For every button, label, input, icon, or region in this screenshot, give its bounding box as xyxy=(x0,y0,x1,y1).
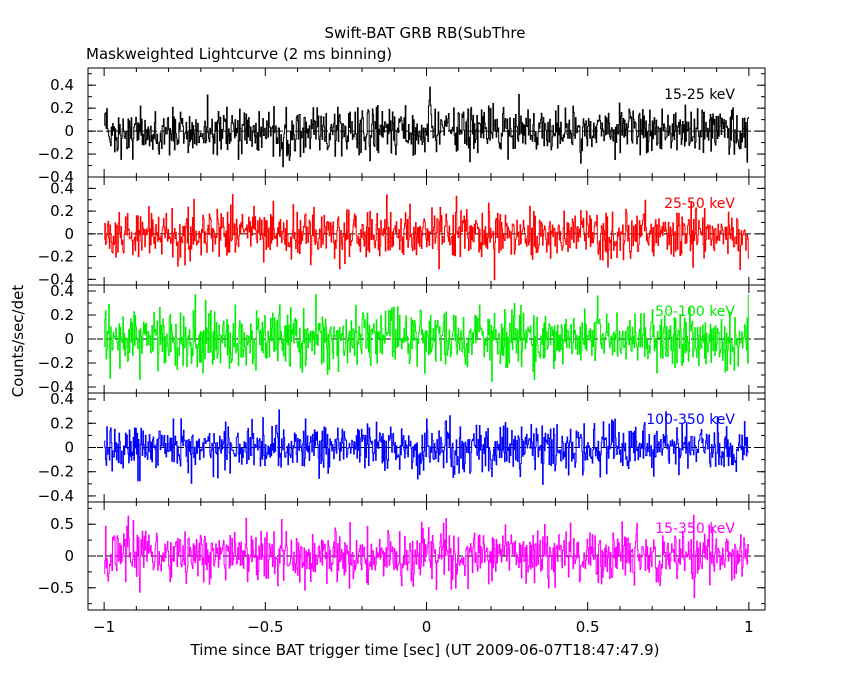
y-tick-label: 0.2 xyxy=(50,99,74,117)
panels-group: −0.4 −0.2 0 0.2 0.4 15-25 keV −0.4 −0.2 0 0.2 0.4 2… xyxy=(38,67,766,611)
y-tick-label: 0.4 xyxy=(50,179,74,197)
y-tick-label: 0.2 xyxy=(50,306,74,324)
lightcurve-series xyxy=(104,409,749,485)
panel-15-25-kev: −0.4 −0.2 0 0.2 0.4 15-25 keV xyxy=(38,67,766,186)
y-tick-label: 0.2 xyxy=(50,414,74,432)
x-tick-label: −0.5 xyxy=(247,618,283,636)
y-tick-label: −0.4 xyxy=(38,487,74,505)
lightcurve-series xyxy=(104,514,749,599)
band-label: 50-100 keV xyxy=(655,304,735,320)
panel-15-350-kev: −0.5 0 0.5 15-350 keV xyxy=(38,501,766,611)
y-tick-label: −0.5 xyxy=(38,579,74,597)
y-tick-label: 0.2 xyxy=(50,202,74,220)
lightcurve-series xyxy=(104,194,749,281)
panel-25-50-kev: −0.4 −0.2 0 0.2 0.4 25-50 keV xyxy=(38,176,766,288)
y-axis-label: Counts/sec/det xyxy=(9,285,27,398)
chart-subtitle: Maskweighted Lightcurve (2 ms binning) xyxy=(86,45,392,63)
band-label: 25-50 keV xyxy=(664,196,735,212)
band-label: 100-350 keV xyxy=(646,412,735,428)
y-tick-label: 0 xyxy=(64,225,74,243)
x-tick-label: 0 xyxy=(422,618,432,636)
y-tick-label: −0.2 xyxy=(38,463,74,481)
y-tick-label: −0.4 xyxy=(38,270,74,288)
x-axis-label: Time since BAT trigger time [sec] (UT 20… xyxy=(190,641,660,659)
y-tick-label: 0 xyxy=(64,439,74,457)
y-tick-label: 0 xyxy=(64,122,74,140)
x-tick-label: −1 xyxy=(93,618,115,636)
x-axis: −1 −0.5 0 0.5 1 xyxy=(93,618,754,636)
y-tick-label: 0.5 xyxy=(50,515,74,533)
lightcurve-series xyxy=(104,294,749,383)
y-tick-label: −0.2 xyxy=(38,145,74,163)
y-tick-label: −0.4 xyxy=(38,168,74,186)
chart-title: Swift-BAT GRB RB(SubThre xyxy=(324,24,525,42)
y-tick-label: 0.4 xyxy=(50,76,74,94)
panel-50-100-kev: −0.4 −0.2 0 0.2 0.4 50-100 keV xyxy=(38,282,766,396)
y-tick-label: −0.2 xyxy=(38,354,74,372)
y-tick-label: −0.2 xyxy=(38,248,74,266)
band-label: 15-25 keV xyxy=(664,87,735,103)
lightcurve-series xyxy=(104,86,749,168)
x-tick-label: 1 xyxy=(744,618,754,636)
panel-100-350-kev: −0.4 −0.2 0 0.2 0.4 100-350 keV xyxy=(38,390,766,505)
band-label: 15-350 keV xyxy=(655,521,735,537)
y-tick-label: 0.4 xyxy=(50,282,74,300)
y-tick-label: 0 xyxy=(64,547,74,565)
y-tick-label: 0.4 xyxy=(50,390,74,408)
y-tick-label: 0 xyxy=(64,330,74,348)
y-tick-label: −0.4 xyxy=(38,378,74,396)
x-tick-label: 0.5 xyxy=(576,618,600,636)
